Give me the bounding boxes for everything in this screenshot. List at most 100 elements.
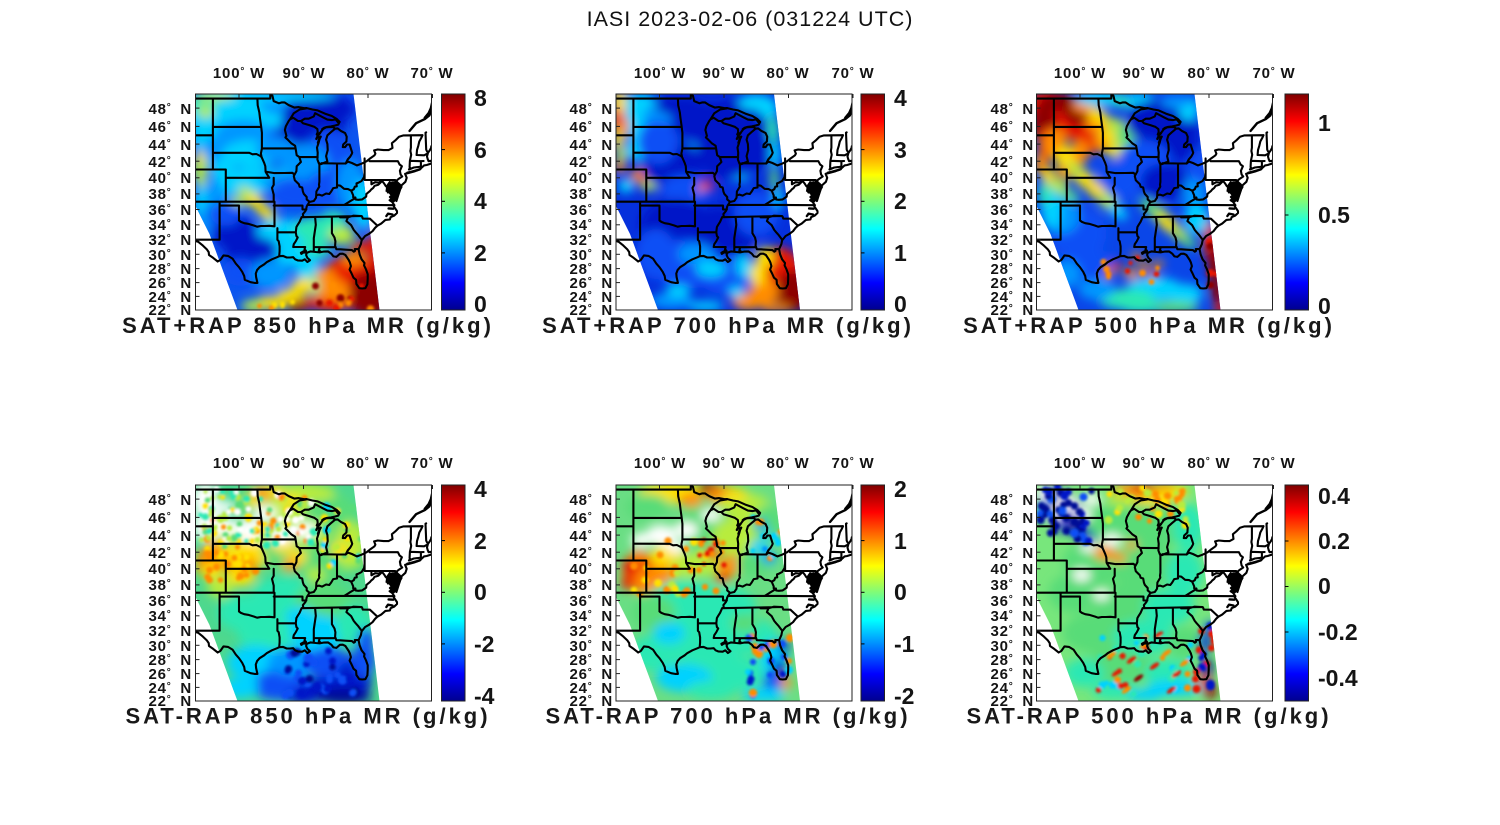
svg-text:70° W: 70° W	[1252, 455, 1295, 472]
svg-text:28° N: 28° N	[148, 652, 192, 669]
svg-text:28° N: 28° N	[990, 261, 1034, 278]
svg-text:38° N: 38° N	[990, 577, 1034, 594]
svg-text:46° N: 46° N	[569, 119, 613, 136]
svg-text:22° N: 22° N	[148, 693, 192, 710]
svg-text:2: 2	[474, 240, 487, 266]
svg-text:46° N: 46° N	[990, 510, 1034, 527]
svg-text:44° N: 44° N	[990, 137, 1034, 154]
svg-text:100° W: 100° W	[213, 65, 265, 82]
svg-text:0.2: 0.2	[1318, 528, 1350, 554]
svg-text:70° W: 70° W	[410, 455, 453, 472]
svg-text:40° N: 40° N	[569, 561, 613, 578]
svg-text:8: 8	[474, 85, 487, 111]
svg-text:32° N: 32° N	[148, 232, 192, 249]
svg-text:SAT-RAP 850 hPa MR (g/kg): SAT-RAP 850 hPa MR (g/kg)	[125, 704, 490, 729]
svg-text:44° N: 44° N	[569, 528, 613, 545]
svg-text:4: 4	[894, 85, 907, 111]
svg-text:80° W: 80° W	[1187, 455, 1230, 472]
svg-text:0.5: 0.5	[1318, 202, 1350, 228]
svg-text:100° W: 100° W	[634, 455, 686, 472]
svg-text:30° N: 30° N	[569, 247, 613, 264]
svg-text:30° N: 30° N	[990, 638, 1034, 655]
svg-text:0: 0	[474, 579, 487, 605]
svg-text:0.4: 0.4	[1318, 483, 1350, 509]
svg-text:22° N: 22° N	[990, 302, 1034, 319]
svg-text:80° W: 80° W	[346, 455, 389, 472]
svg-text:SAT+RAP 500 hPa MR (g/kg): SAT+RAP 500 hPa MR (g/kg)	[963, 313, 1335, 338]
svg-text:44° N: 44° N	[990, 528, 1034, 545]
svg-text:46° N: 46° N	[148, 510, 192, 527]
svg-text:28° N: 28° N	[569, 261, 613, 278]
svg-text:42° N: 42° N	[990, 154, 1034, 171]
svg-text:80° W: 80° W	[346, 65, 389, 82]
svg-text:90° W: 90° W	[702, 455, 745, 472]
svg-text:0: 0	[1318, 573, 1331, 599]
svg-text:42° N: 42° N	[569, 545, 613, 562]
svg-text:4: 4	[474, 476, 487, 502]
svg-text:90° W: 90° W	[282, 455, 325, 472]
svg-text:40° N: 40° N	[148, 170, 192, 187]
svg-text:24° N: 24° N	[990, 680, 1034, 697]
svg-text:40° N: 40° N	[990, 170, 1034, 187]
svg-text:SAT+RAP 850 hPa MR (g/kg): SAT+RAP 850 hPa MR (g/kg)	[122, 313, 494, 338]
svg-text:30° N: 30° N	[148, 638, 192, 655]
svg-text:28° N: 28° N	[569, 652, 613, 669]
svg-text:90° W: 90° W	[702, 65, 745, 82]
svg-text:1: 1	[1318, 110, 1331, 136]
svg-text:100° W: 100° W	[213, 455, 265, 472]
svg-text:IASI 2023-02-06 (031224 UTC): IASI 2023-02-06 (031224 UTC)	[587, 7, 914, 31]
svg-text:22° N: 22° N	[569, 693, 613, 710]
svg-text:34° N: 34° N	[569, 217, 613, 234]
svg-text:SAT-RAP 500 hPa MR (g/kg): SAT-RAP 500 hPa MR (g/kg)	[966, 704, 1331, 729]
svg-text:34° N: 34° N	[148, 608, 192, 625]
svg-text:0: 0	[1318, 293, 1331, 319]
svg-text:48° N: 48° N	[148, 492, 192, 509]
svg-text:28° N: 28° N	[148, 261, 192, 278]
svg-text:SAT+RAP 700 hPa MR (g/kg): SAT+RAP 700 hPa MR (g/kg)	[542, 313, 914, 338]
svg-text:24° N: 24° N	[990, 289, 1034, 306]
svg-text:100° W: 100° W	[1054, 455, 1106, 472]
svg-text:SAT-RAP 700 hPa MR (g/kg): SAT-RAP 700 hPa MR (g/kg)	[545, 704, 910, 729]
svg-text:-2: -2	[894, 683, 914, 709]
svg-text:80° W: 80° W	[766, 65, 809, 82]
svg-text:44° N: 44° N	[148, 528, 192, 545]
svg-text:48° N: 48° N	[990, 492, 1034, 509]
svg-text:32° N: 32° N	[990, 623, 1034, 640]
svg-text:22° N: 22° N	[569, 302, 613, 319]
svg-text:-0.2: -0.2	[1318, 619, 1358, 645]
svg-text:48° N: 48° N	[569, 101, 613, 118]
svg-text:48° N: 48° N	[569, 492, 613, 509]
svg-text:0: 0	[474, 291, 487, 317]
svg-text:22° N: 22° N	[148, 302, 192, 319]
svg-text:38° N: 38° N	[569, 186, 613, 203]
svg-text:1: 1	[894, 240, 907, 266]
svg-text:34° N: 34° N	[569, 608, 613, 625]
svg-text:32° N: 32° N	[569, 623, 613, 640]
svg-text:46° N: 46° N	[569, 510, 613, 527]
svg-text:48° N: 48° N	[148, 101, 192, 118]
svg-text:90° W: 90° W	[1122, 65, 1165, 82]
svg-text:28° N: 28° N	[990, 652, 1034, 669]
svg-text:34° N: 34° N	[148, 217, 192, 234]
svg-text:2: 2	[894, 476, 907, 502]
svg-text:80° W: 80° W	[766, 455, 809, 472]
svg-text:32° N: 32° N	[990, 232, 1034, 249]
svg-text:34° N: 34° N	[990, 217, 1034, 234]
svg-text:38° N: 38° N	[569, 577, 613, 594]
svg-text:36° N: 36° N	[569, 202, 613, 219]
svg-text:36° N: 36° N	[148, 593, 192, 610]
svg-text:48° N: 48° N	[990, 101, 1034, 118]
svg-text:-2: -2	[474, 631, 494, 657]
svg-text:3: 3	[894, 137, 907, 163]
svg-text:44° N: 44° N	[569, 137, 613, 154]
svg-text:32° N: 32° N	[569, 232, 613, 249]
svg-text:40° N: 40° N	[990, 561, 1034, 578]
svg-text:40° N: 40° N	[569, 170, 613, 187]
svg-text:6: 6	[474, 137, 487, 163]
svg-text:1: 1	[894, 528, 907, 554]
svg-text:100° W: 100° W	[1054, 65, 1106, 82]
svg-text:0: 0	[894, 291, 907, 317]
svg-text:42° N: 42° N	[990, 545, 1034, 562]
svg-text:26° N: 26° N	[990, 666, 1034, 683]
svg-text:-0.4: -0.4	[1318, 665, 1358, 691]
